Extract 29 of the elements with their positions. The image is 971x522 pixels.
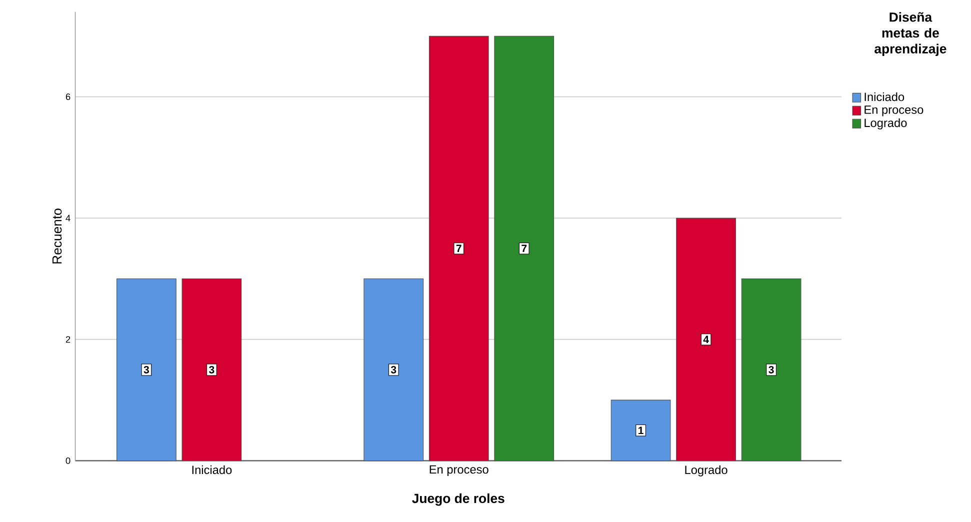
bar: [116, 278, 176, 461]
data-label: 7: [522, 244, 527, 252]
y-tick-label: 6: [66, 94, 70, 100]
data-label: 1: [638, 426, 644, 434]
data-label: 3: [390, 366, 396, 374]
bar: [741, 278, 802, 461]
legend-title: Diseña metas de aprendizaje: [874, 12, 946, 56]
y-tick-label: 4: [66, 214, 70, 222]
data-label: 7: [456, 244, 462, 252]
x-tick-label: En proceso: [430, 465, 488, 476]
x-tick-label: Logrado: [685, 465, 728, 476]
bar: [494, 36, 554, 461]
y-tick-label: 0: [66, 457, 70, 464]
y-tick-label: 2: [66, 336, 70, 343]
bar: [182, 278, 242, 461]
x-axis-title: Juego de roles: [412, 493, 504, 506]
bar: [428, 36, 489, 461]
bar: [676, 218, 736, 461]
data-label: 3: [209, 366, 214, 374]
data-label: 3: [144, 366, 149, 374]
legend-label: Logrado: [864, 118, 907, 130]
y-axis-title: Recuento: [52, 208, 62, 264]
bar: [364, 278, 424, 461]
legend-label: Iniciado: [864, 92, 904, 102]
x-tick-label: Iniciado: [192, 465, 232, 474]
data-label: 4: [703, 336, 709, 344]
legend-label: En proceso: [864, 106, 924, 116]
bar: [610, 400, 671, 461]
data-label: 3: [768, 366, 774, 374]
